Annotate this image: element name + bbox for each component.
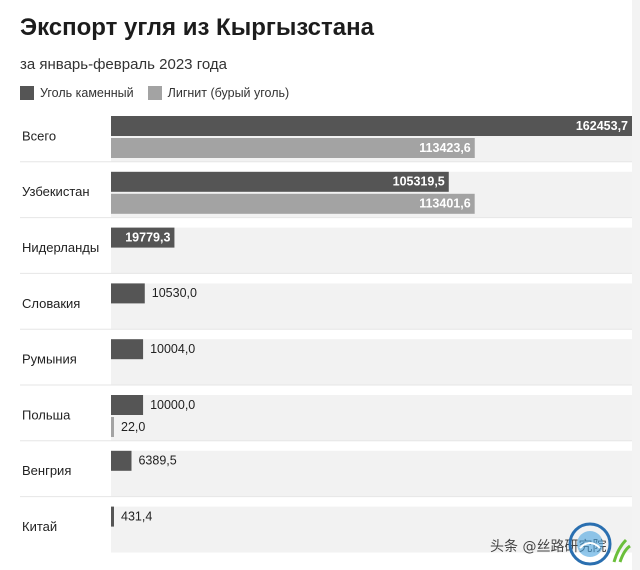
bar-coal (111, 450, 132, 471)
bar-lignite (111, 193, 475, 214)
category-label: Узбекистан (22, 184, 90, 199)
bar-coal (111, 506, 114, 527)
watermark-logo-icon (568, 522, 631, 566)
row-background (111, 227, 632, 274)
row-background (111, 395, 632, 441)
right-edge (632, 0, 640, 570)
data-label: 113401,6 (419, 197, 470, 211)
bar-coal (111, 116, 632, 136)
category-label: Всего (22, 128, 56, 143)
chart-title: Экспорт угля из Кыргызстана (20, 14, 374, 41)
category-label: Венгрия (22, 463, 71, 478)
data-label: 19779,3 (125, 230, 170, 244)
category-label: Китай (22, 519, 57, 534)
legend-label-lignite: Лигнит (бурый уголь) (167, 86, 290, 100)
category-label: Нидерланды (22, 240, 99, 255)
data-label: 22,0 (121, 420, 145, 434)
data-label: 10530,0 (152, 286, 197, 300)
data-label: 162453,7 (576, 119, 628, 133)
data-label: 6389,5 (138, 454, 176, 468)
data-label: 113423,6 (419, 141, 470, 155)
data-label: 10004,0 (150, 342, 195, 356)
row-background (111, 450, 632, 497)
data-label: 10000,0 (150, 398, 195, 412)
row-background (111, 283, 632, 330)
legend-swatch-coal (20, 86, 34, 100)
bar-coal (111, 227, 175, 248)
bar-coal (111, 339, 144, 360)
legend-swatch-lignite (147, 86, 162, 100)
data-label: 431,4 (121, 509, 152, 523)
category-label: Словакия (22, 296, 80, 311)
legend-item-lignite: Лигнит (бурый уголь) (147, 86, 290, 100)
bar-lignite (111, 417, 114, 437)
legend-label-coal: Уголь каменный (40, 86, 134, 100)
bar-coal (111, 283, 145, 304)
bar-lignite (111, 138, 475, 158)
category-label: Польша (22, 407, 71, 422)
bar-coal (111, 171, 449, 192)
chart-subtitle: за январь-февраль 2023 года (20, 56, 227, 73)
row-background (111, 339, 632, 386)
legend: Уголь каменный Лигнит (бурый уголь) (20, 86, 289, 100)
data-label: 105319,5 (393, 175, 445, 189)
legend-item-coal: Уголь каменный (20, 86, 134, 100)
bar-coal (111, 395, 144, 415)
category-label: Румыния (22, 352, 77, 367)
row-background (111, 506, 632, 553)
